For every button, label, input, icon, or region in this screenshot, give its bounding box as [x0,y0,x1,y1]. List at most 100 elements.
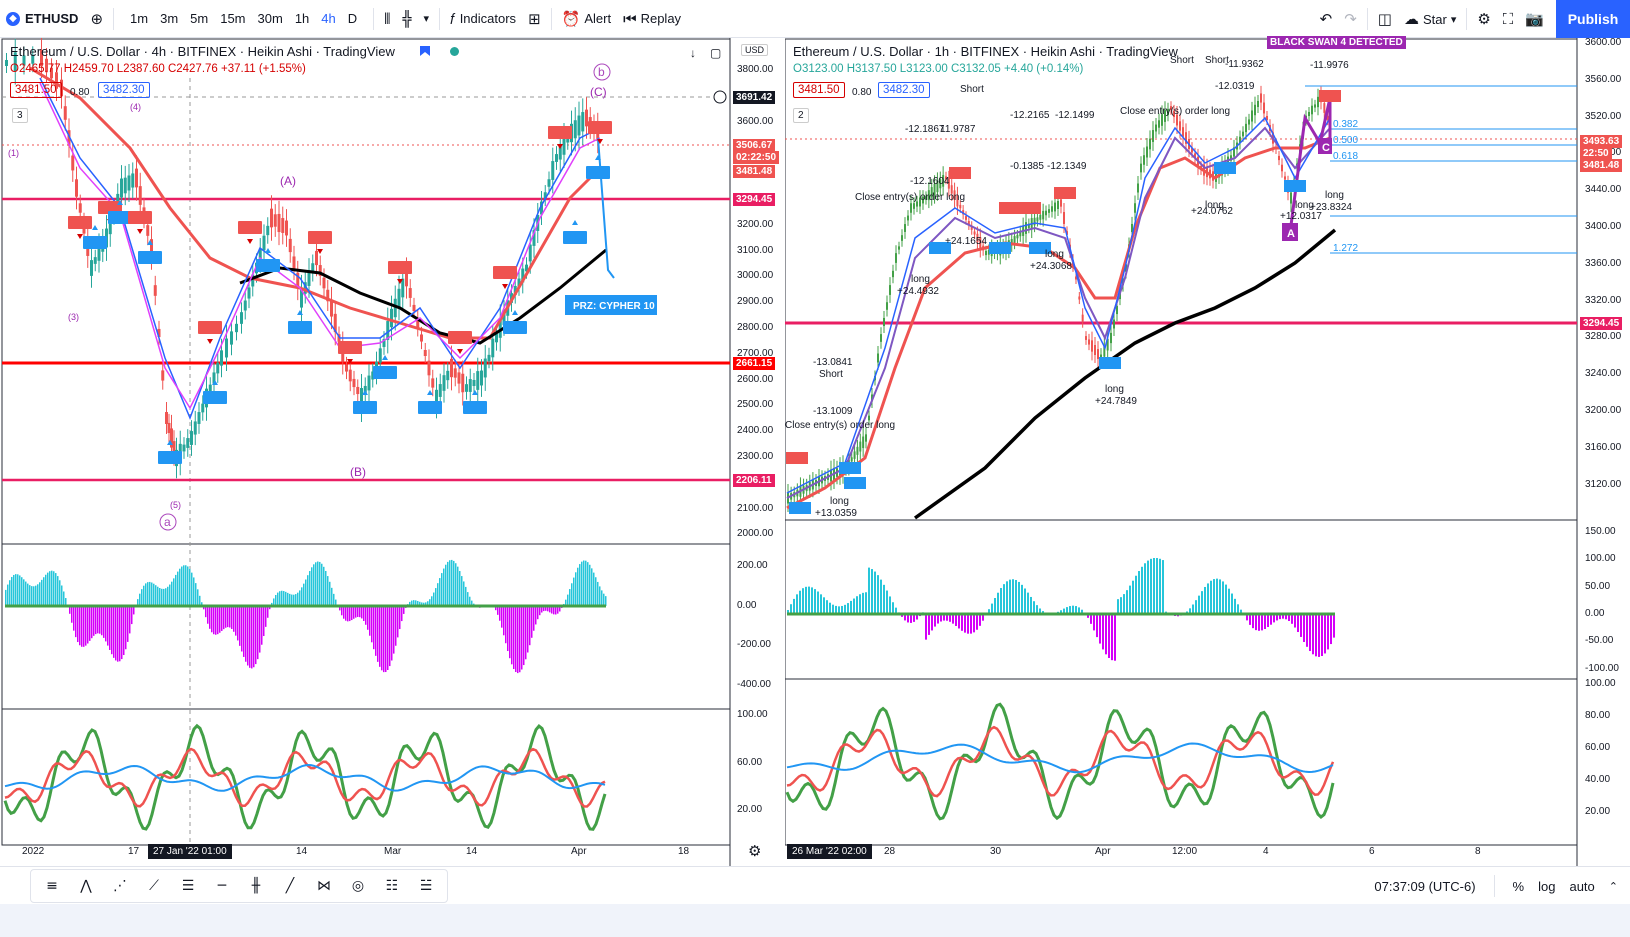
right-chart[interactable]: 0.382 0.500 0.618 1.272 A C -13.0841 Short -13.1… [785,36,1630,866]
templates-icon[interactable]: ⊞ [528,9,541,28]
osc-bar [1198,595,1200,614]
osc-bar [275,594,277,606]
trend-line-icon[interactable]: ⟋ [149,877,159,894]
left-bid[interactable]: 3481.50 [10,82,62,98]
fib-icon[interactable]: ☰ [181,877,195,894]
menu-icon[interactable]: ≡ [46,877,58,894]
timeframe-5m[interactable]: 5m [190,11,209,26]
alert-button[interactable]: ⏰ Alert [556,0,617,38]
indicators-button[interactable]: 𝑓 Indicators [444,0,522,38]
prz-box [565,295,657,315]
symbol-search[interactable]: ◆ ETHUSD [0,0,84,38]
clock-label[interactable]: 07:37:09 (UTC-6) [1374,878,1476,894]
left-pane-count[interactable]: 3 [12,108,28,123]
osc-bar [369,606,371,636]
osc-bar [437,583,439,606]
chevron-down-icon[interactable]: ▾ [423,12,430,25]
right-chart-canvas[interactable]: 0.3820.5000.6181.272AC-13.0841Short-13.1… [785,38,1630,866]
candle-body [558,143,562,160]
star-button[interactable]: ☁ Star ▾ [1398,0,1462,38]
left-ask[interactable]: 3482.30 [98,82,150,98]
price-tick-label: 3600.00 [1585,37,1622,48]
undo-icon[interactable]: ↶ [1319,10,1333,28]
candle-body [1242,131,1244,137]
osc-bar [23,579,25,606]
buy-signal-marker [989,242,1011,254]
elliott-wave-icon[interactable]: ⋰ [113,877,127,894]
horizontal-line-icon[interactable]: ─ [217,877,227,894]
bar-style-icon[interactable]: ⫴ [384,9,391,28]
chevron-up-icon[interactable]: ⌃ [1608,879,1618,893]
gear-icon[interactable]: ⚙ [1477,10,1491,28]
candle-body [585,109,588,127]
strategy-annotation: Close entry(s) order long [855,192,965,203]
candle-body [120,178,123,198]
spiral-icon[interactable]: ◎ [351,877,365,894]
redo-icon[interactable]: ↷ [1344,10,1357,28]
osc-bar [55,573,57,606]
right-bid[interactable]: 3481.50 [793,82,845,98]
currency-select[interactable]: USD [741,44,769,56]
timeframe-D[interactable]: D [347,11,358,26]
bars-icon[interactable]: ╫ [251,877,261,894]
timeframe-30m[interactable]: 30m [257,11,283,26]
chart-type-icon[interactable]: ╬ [402,9,412,28]
timeframe-15m[interactable]: 15m [220,11,246,26]
scroll-down-icon[interactable]: ↓ [690,46,696,60]
price-tick-label: 3200.00 [1585,405,1622,416]
osc-bar [101,606,103,636]
right-pane-count[interactable]: 2 [793,108,809,123]
percent-toggle[interactable]: % [1512,878,1525,894]
timeframe-1h[interactable]: 1h [294,11,310,26]
measure-icon[interactable]: ☱ [419,877,433,894]
right-chart-legend[interactable]: Ethereum / U.S. Dollar · 1h · BITFINEX ·… [793,44,1178,59]
camera-icon[interactable]: 📷 [1525,10,1544,28]
layout-icon[interactable]: ◫ [1377,10,1392,28]
osc-bar [147,582,149,606]
time-tick-label: 30 [990,846,1002,857]
osc-bar [1063,608,1065,614]
compare-symbol-icon[interactable]: ⊕ [90,9,104,28]
time-tick-label: 28 [884,846,896,857]
left-chart[interactable]: PRZ: CYPHER 10 b (C) (A) (B) a (1) (3) (4) (5) B E… [0,38,783,866]
osc-bar [331,587,333,606]
gear-icon[interactable]: ⚙ [748,842,762,860]
osc-bar [51,570,53,606]
visibility-icon[interactable] [420,46,430,56]
osc-bar [199,595,201,606]
pattern-point-box [1318,138,1332,154]
left-chart-legend[interactable]: Ethereum / U.S. Dollar · 4h · BITFINEX ·… [10,44,395,59]
pattern-icon[interactable]: ⋀ [80,877,92,894]
buy-signal-marker [373,366,397,379]
timeframe-1m[interactable]: 1m [130,11,149,26]
right-ask[interactable]: 3482.30 [878,82,930,98]
osc-bar [1150,558,1152,614]
gann-icon[interactable]: ☷ [385,877,399,894]
replay-button[interactable]: ⏮ Replay [617,0,687,38]
candle-body [1278,155,1280,161]
osc-bar [553,606,555,615]
timeframe-3m[interactable]: 3m [160,11,179,26]
osc-bar [21,577,23,606]
auto-toggle[interactable]: auto [1569,878,1595,894]
maximize-icon[interactable]: ▢ [710,46,722,60]
osc-bar [401,606,403,622]
fullscreen-icon[interactable]: ⛶ [1502,10,1514,28]
buy-signal-marker [463,401,487,414]
xabcd-icon[interactable]: ⋈ [317,877,331,894]
osc-bar [53,571,55,606]
candle-body [480,370,483,386]
candle-body [416,318,420,328]
osc-bar [349,606,351,622]
left-chart-canvas[interactable]: PRZ: CYPHER 10 b (C) (A) (B) a (1) (3) (4) (5) B [0,38,783,866]
divider [1493,875,1495,897]
log-toggle[interactable]: log [1538,878,1556,894]
publish-button[interactable]: Publish [1556,0,1630,38]
timeframe-4h[interactable]: 4h [321,11,336,26]
osc-bar [411,600,413,606]
line-tool-icon[interactable]: ╱ [285,877,295,894]
osc-bar [605,596,607,606]
candle-body [262,235,266,251]
osc-bar [535,606,537,625]
osc-bar [1129,585,1131,614]
